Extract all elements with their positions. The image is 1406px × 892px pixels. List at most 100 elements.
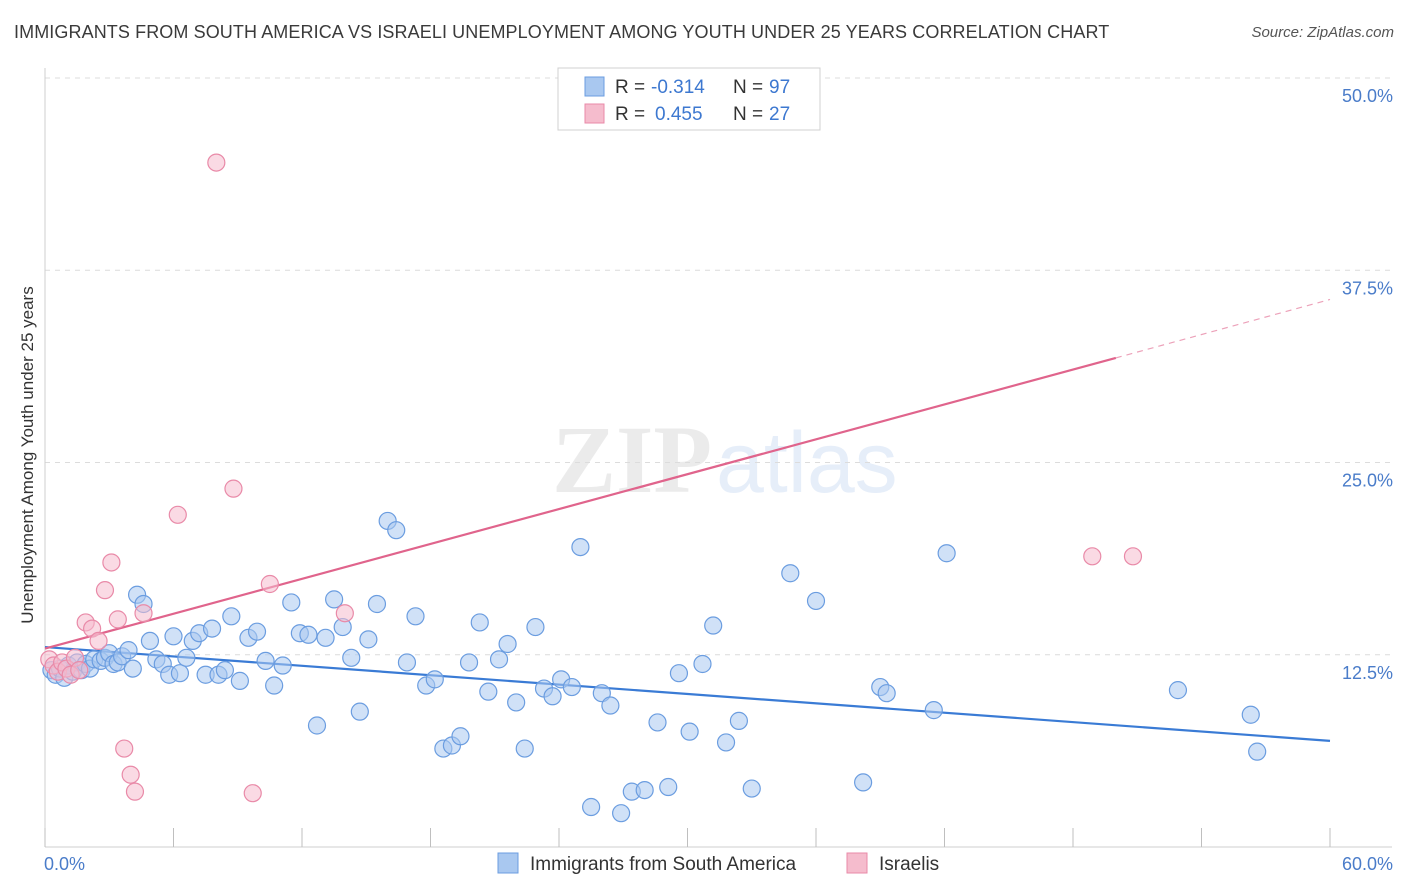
point-pink-25 [1083, 547, 1102, 566]
source-credit: Source: ZipAtlas.com [1251, 24, 1394, 41]
point-blue-88 [742, 779, 761, 798]
y-tick-labels: 12.5% 25.0% 37.5% 50.0% [1342, 86, 1393, 683]
legend-n-label-blue: N = [733, 77, 763, 98]
point-blue-86 [716, 733, 736, 752]
y-tick-label-3: 50.0% [1342, 86, 1393, 106]
x-tick-label-1: 60.0% [1342, 854, 1393, 874]
point-blue-61 [459, 653, 479, 672]
point-pink-22 [260, 574, 279, 594]
legend-r-label-pink: R = [615, 104, 645, 125]
x-tick-label-0: 0.0% [44, 854, 85, 874]
legend-n-value-pink: 27 [769, 104, 790, 125]
point-blue-48 [342, 648, 361, 667]
point-blue-65 [498, 634, 517, 654]
legend-swatch-blue [584, 76, 605, 97]
legend-swatch-pink [584, 103, 605, 124]
point-blue-44 [307, 716, 327, 735]
point-blue-84 [693, 654, 712, 674]
point-blue-21 [140, 631, 160, 651]
point-blue-40 [273, 656, 292, 675]
point-blue-81 [659, 777, 678, 797]
point-blue-53 [387, 521, 406, 540]
point-blue-93 [877, 684, 896, 703]
point-blue-87 [729, 711, 749, 730]
point-pink-26 [1123, 547, 1143, 566]
point-blue-49 [350, 702, 369, 721]
point-pink-19 [207, 153, 226, 172]
point-blue-38 [256, 651, 275, 671]
series-israelis-points [40, 68, 1143, 803]
point-pink-7 [70, 661, 89, 680]
point-pink-11 [95, 581, 115, 600]
legend-r-value-pink: 0.455 [655, 104, 703, 125]
point-blue-74 [582, 797, 601, 817]
point-blue-82 [669, 664, 689, 683]
point-blue-66 [507, 693, 526, 712]
point-blue-60 [451, 727, 470, 746]
watermark-zip: ZIP [552, 406, 712, 513]
point-pink-16 [125, 782, 145, 801]
point-blue-75 [592, 684, 611, 703]
point-blue-62 [470, 613, 489, 632]
point-blue-43 [299, 625, 318, 644]
point-blue-31 [202, 619, 222, 638]
point-blue-90 [806, 591, 826, 611]
point-pink-15 [121, 765, 140, 784]
point-blue-27 [177, 648, 196, 667]
series-legend-label-pink: Israelis [879, 854, 939, 875]
point-blue-37 [247, 622, 267, 641]
point-pink-21 [243, 784, 262, 803]
point-blue-68 [526, 617, 545, 637]
point-pink-23 [335, 604, 354, 623]
point-blue-55 [406, 607, 425, 626]
point-blue-35 [230, 671, 249, 690]
point-blue-67 [515, 739, 534, 758]
point-blue-26 [170, 664, 190, 683]
point-pink-20 [224, 479, 243, 498]
series-legend-label-blue: Immigrants from South America [530, 854, 797, 875]
point-blue-98 [1248, 742, 1267, 761]
point-blue-46 [325, 590, 344, 609]
point-blue-70 [543, 687, 562, 706]
point-blue-54 [397, 653, 417, 672]
point-blue-97 [1241, 705, 1260, 724]
legend-r-value-blue: -0.314 [651, 77, 705, 98]
point-blue-39 [265, 676, 284, 695]
point-blue-45 [316, 628, 335, 647]
point-blue-96 [1168, 681, 1188, 700]
x-tick-labels: 0.0% 60.0% [44, 854, 1393, 874]
series-legend-swatch-pink [846, 852, 868, 874]
point-blue-83 [680, 722, 699, 741]
point-blue-79 [635, 780, 654, 800]
y-tick-label-1: 25.0% [1342, 471, 1393, 491]
point-pink-10 [89, 631, 108, 651]
point-blue-89 [781, 564, 800, 583]
series-legend: Immigrants from South America Israelis [497, 852, 939, 875]
point-blue-64 [489, 650, 509, 669]
point-pink-13 [108, 610, 127, 629]
y-tick-label-0: 12.5% [1342, 663, 1393, 683]
chart-title: IMMIGRANTS FROM SOUTH AMERICA VS ISRAELI… [14, 22, 1110, 42]
point-blue-85 [704, 616, 723, 635]
point-blue-72 [562, 677, 581, 697]
point-blue-34 [222, 607, 241, 626]
legend-r-label-blue: R = [615, 77, 645, 98]
point-blue-63 [479, 682, 498, 701]
y-tick-label-2: 37.5% [1342, 278, 1393, 298]
point-blue-25 [164, 627, 183, 646]
point-blue-77 [612, 804, 631, 823]
trend-line-israelis-extension [1115, 298, 1331, 359]
point-blue-80 [648, 713, 667, 732]
axes [44, 68, 1392, 848]
point-blue-94 [924, 701, 943, 720]
trend-line-israelis [44, 356, 1117, 650]
point-blue-51 [367, 594, 387, 614]
point-pink-12 [102, 553, 121, 572]
point-pink-18 [168, 505, 187, 524]
legend-n-value-blue: 97 [769, 77, 790, 98]
series-legend-swatch-blue [497, 852, 519, 874]
point-blue-76 [601, 696, 620, 715]
point-blue-73 [571, 537, 590, 557]
point-pink-14 [115, 739, 134, 758]
